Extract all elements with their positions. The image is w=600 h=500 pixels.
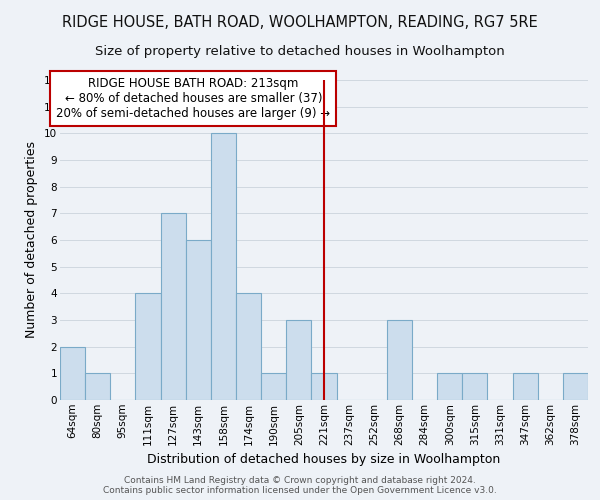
- Bar: [462, 374, 487, 400]
- Bar: [236, 294, 261, 400]
- Bar: [85, 374, 110, 400]
- Bar: [563, 374, 588, 400]
- Y-axis label: Number of detached properties: Number of detached properties: [25, 142, 38, 338]
- Text: Contains public sector information licensed under the Open Government Licence v3: Contains public sector information licen…: [103, 486, 497, 495]
- Text: Contains HM Land Registry data © Crown copyright and database right 2024.: Contains HM Land Registry data © Crown c…: [124, 476, 476, 485]
- X-axis label: Distribution of detached houses by size in Woolhampton: Distribution of detached houses by size …: [148, 453, 500, 466]
- Bar: [60, 346, 85, 400]
- Bar: [211, 134, 236, 400]
- Bar: [136, 294, 161, 400]
- Text: Size of property relative to detached houses in Woolhampton: Size of property relative to detached ho…: [95, 45, 505, 58]
- Text: RIDGE HOUSE, BATH ROAD, WOOLHAMPTON, READING, RG7 5RE: RIDGE HOUSE, BATH ROAD, WOOLHAMPTON, REA…: [62, 15, 538, 30]
- Bar: [261, 374, 286, 400]
- Bar: [512, 374, 538, 400]
- Bar: [311, 374, 337, 400]
- Bar: [286, 320, 311, 400]
- Text: RIDGE HOUSE BATH ROAD: 213sqm
← 80% of detached houses are smaller (37)
20% of s: RIDGE HOUSE BATH ROAD: 213sqm ← 80% of d…: [56, 77, 331, 120]
- Bar: [186, 240, 211, 400]
- Bar: [161, 214, 186, 400]
- Bar: [437, 374, 462, 400]
- Bar: [387, 320, 412, 400]
